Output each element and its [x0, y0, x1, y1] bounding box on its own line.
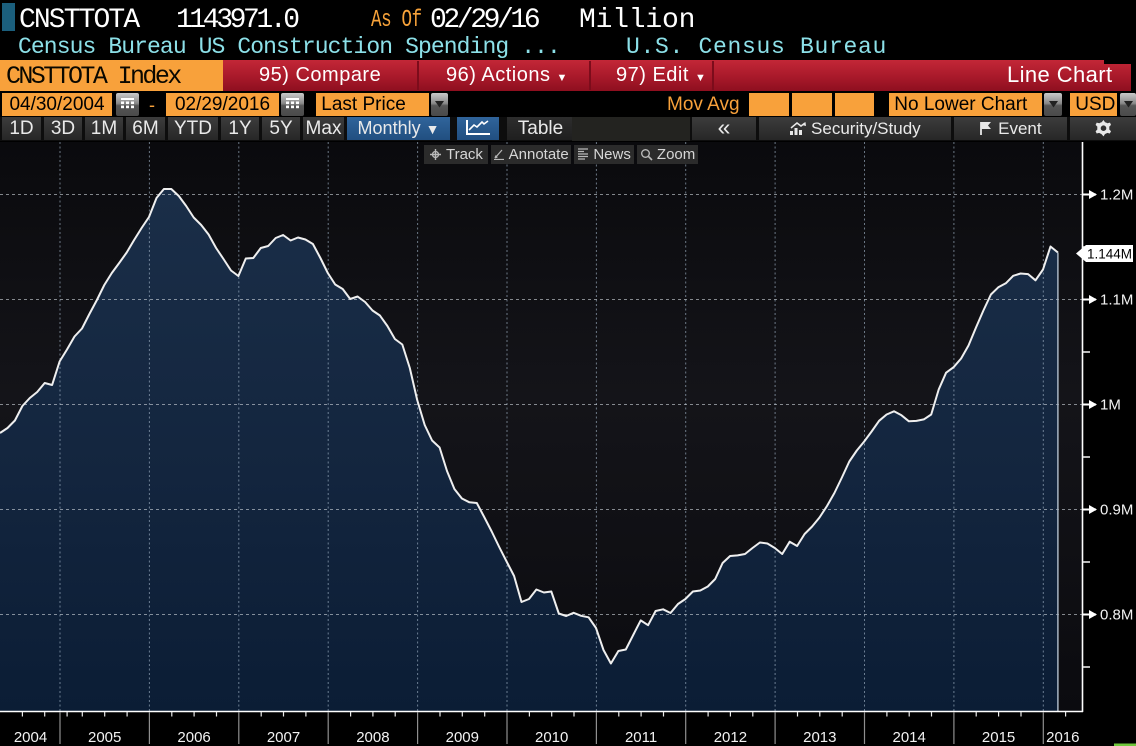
svg-text:2006: 2006 — [177, 729, 210, 746]
svg-text:2015: 2015 — [982, 729, 1015, 746]
svg-text:1.144M: 1.144M — [1087, 247, 1132, 262]
svg-text:2007: 2007 — [267, 729, 300, 746]
svg-text:2014: 2014 — [893, 729, 926, 746]
svg-text:2008: 2008 — [356, 729, 389, 746]
svg-text:2013: 2013 — [803, 729, 836, 746]
svg-text:2005: 2005 — [88, 729, 121, 746]
svg-text:2012: 2012 — [714, 729, 747, 746]
svg-text:2009: 2009 — [446, 729, 479, 746]
svg-text:0.9M: 0.9M — [1100, 502, 1133, 519]
svg-text:1M: 1M — [1100, 397, 1121, 414]
svg-text:1.1M: 1.1M — [1100, 292, 1133, 309]
svg-text:2016: 2016 — [1046, 729, 1079, 746]
svg-text:1.2M: 1.2M — [1100, 187, 1133, 204]
svg-text:0.8M: 0.8M — [1100, 607, 1133, 624]
svg-text:2011: 2011 — [625, 729, 657, 746]
svg-text:2004: 2004 — [14, 729, 47, 746]
svg-text:2010: 2010 — [535, 729, 568, 746]
